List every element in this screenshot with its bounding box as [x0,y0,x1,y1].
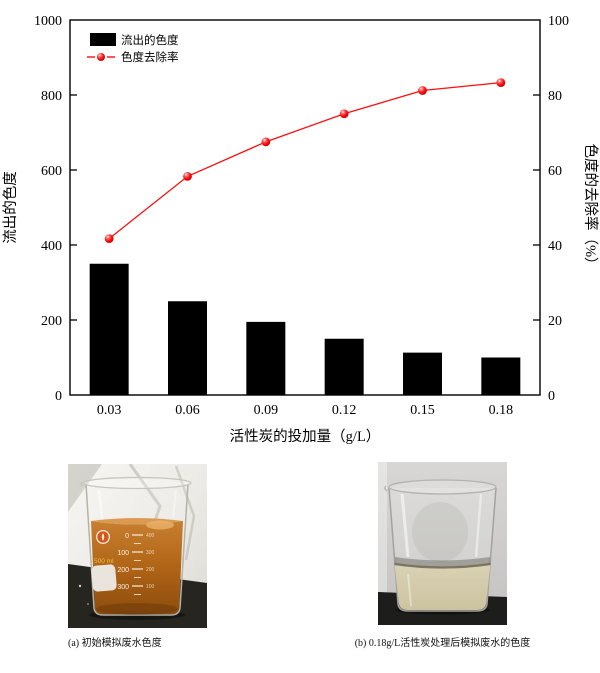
y-left-tick-label: 1000 [34,14,62,29]
y-right-tick-label: 0 [548,389,555,404]
clear-liquid [394,564,491,610]
liquid-bottom-shade [96,603,178,615]
grad-label: 300 [117,584,129,591]
beaker-rim [388,479,497,495]
table-speck [87,603,89,605]
caption-photo-b: (b) 0.18g/L活性炭处理后模拟废水的色度 [354,638,531,649]
grad-label-right: 400 [146,533,155,539]
legend-bar-label: 流出的色度 [121,33,179,47]
glass-reflection [400,493,410,558]
beaker-volume-label: 500 ml [94,558,114,565]
glass-reflection [172,489,177,519]
x-tick-label: 0.06 [175,403,200,418]
beaker-spout [384,485,388,492]
beaker-spout [80,481,84,487]
cloth-shadow [68,464,102,512]
glass-reflection [474,493,483,558]
glass-inner-reflection [412,502,468,562]
legend-line-label: 色度去除率 [121,50,179,64]
background-highlight [378,462,387,625]
brand-logo-drop [101,533,105,541]
amber-liquid [91,521,183,614]
grad-label-right: 300 [146,550,155,556]
y-right-axis-title: 色度的去除率（%） [582,143,599,271]
removal-rate-line [108,81,501,240]
removal-rate-point [496,78,506,88]
y-left-tick-label: 200 [41,314,62,329]
effluent-colority-bar [246,321,286,395]
grad-label: 200 [117,567,129,574]
y-right-tick-label: 40 [548,239,562,254]
liquid-reflection [407,573,412,607]
x-tick-label: 0.12 [332,403,357,418]
y-left-tick-label: 400 [41,239,62,254]
effluent-colority-bar [89,263,129,395]
cloth-fold [174,465,196,561]
waterline-reflection [394,557,491,568]
y-left-tick-label: 0 [55,389,62,404]
caption-photo-a: (a) 初始模拟废水色度 [68,638,162,649]
grad-label: 0 [125,533,129,540]
y-right-tick-label: 60 [548,164,562,179]
x-axis-title: 活性炭的投加量（g/L） [230,428,381,445]
y-left-tick-label: 600 [41,164,62,179]
graduation-scale: 0 100 200 300 400 300 200 100 [117,533,155,595]
beaker-treated-image [378,462,507,625]
glass-reflection [97,489,104,519]
x-tick-label: 0.09 [254,403,279,418]
removal-rate-point [261,137,271,147]
effluent-colority-bar [168,301,207,395]
y-left-axis-title: 流出的色度 [2,171,19,244]
legend-point-swatch [97,53,105,61]
removal-rate-point [104,234,114,244]
y-left-tick-label: 800 [41,89,62,104]
y-right-tick-label: 100 [548,14,569,29]
legend-bar-swatch [90,33,116,46]
photo-treated-wastewater [378,462,507,625]
surface-highlight [146,520,174,530]
y-right-tick-label: 80 [548,89,562,104]
liquid-surface-line [394,562,491,569]
removal-rate-point [418,86,427,95]
x-tick-label: 0.03 [97,403,122,418]
colority-removal-chart: 0 200 400 600 800 1000 0 20 40 60 80 100 0.03 0.06 0.0… [2,14,599,445]
grad-label: 100 [117,550,129,557]
white-label [91,564,117,592]
removal-rate-point [183,171,192,181]
beaker-initial-image: 500 ml 0 100 200 300 400 300 200 1 [68,463,207,628]
effluent-colority-bar [481,357,521,395]
x-tick-label: 0.15 [410,403,435,418]
photo-initial-wastewater: 500 ml 0 100 200 300 400 300 200 1 [68,463,207,628]
effluent-colority-bar [324,338,364,395]
effluent-colority-bar [403,352,442,395]
table-speck [78,584,82,588]
removal-rate-point [339,109,349,119]
plot-frame [69,19,541,396]
y-right-tick-label: 20 [548,314,562,329]
grad-label-right: 100 [146,584,155,590]
x-tick-label: 0.18 [489,403,514,418]
beaker-rim [82,476,192,490]
grad-label-right: 200 [146,567,155,573]
